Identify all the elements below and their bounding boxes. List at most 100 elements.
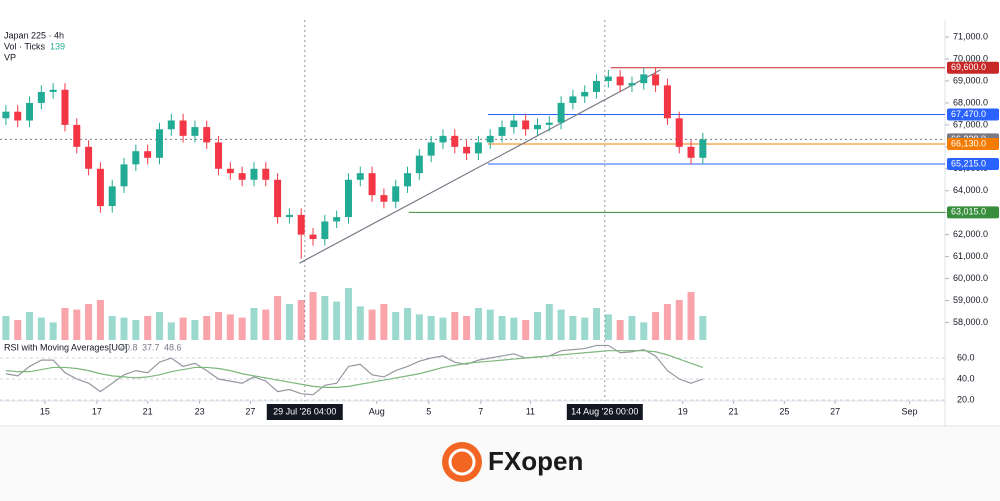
volume-bar — [533, 312, 541, 340]
volume-bar — [415, 314, 423, 340]
candle-body — [356, 173, 364, 180]
candle-body — [404, 173, 412, 187]
volume-bar — [132, 320, 140, 340]
rsi-ma-line — [5, 350, 704, 389]
volume-bar — [356, 306, 364, 340]
candle-body — [250, 168, 258, 180]
x-tick-label: 21 — [143, 406, 153, 416]
candle-body — [297, 214, 305, 235]
volume-bar — [652, 312, 660, 340]
candle-body — [486, 135, 494, 143]
candle-body — [73, 124, 81, 147]
volume-bar — [14, 320, 22, 340]
candle-body — [179, 120, 187, 136]
candle-body — [380, 195, 388, 202]
x-tick-label: Sep — [902, 406, 918, 416]
x-tick-highlight — [566, 404, 643, 420]
volume-bar — [392, 312, 400, 340]
rsi-reading: 37.7 — [142, 342, 160, 352]
volume-bar — [215, 312, 223, 340]
price-level-tag — [947, 137, 999, 150]
candle-body — [533, 124, 541, 130]
x-tick-highlight — [266, 404, 343, 420]
vp-label: VP — [4, 52, 16, 62]
rsi-tick-label: 60.0 — [957, 352, 975, 362]
candle-body — [238, 173, 246, 180]
volume-bar — [474, 308, 482, 340]
x-tick-label: 23 — [195, 406, 205, 416]
price-level-label: 69,600.0 — [951, 62, 986, 72]
volume-bar — [73, 309, 81, 340]
rsi-tick-label: 40.0 — [957, 373, 975, 383]
volume-bar — [451, 312, 459, 340]
volume-bar — [463, 316, 471, 340]
volume-bar — [191, 320, 199, 340]
volume-bar — [663, 304, 671, 340]
candle-body — [368, 173, 376, 196]
candle-body — [309, 234, 317, 240]
candle-body — [155, 129, 163, 158]
candle-body — [593, 80, 601, 92]
candle-body — [61, 89, 69, 125]
volume-bar — [309, 292, 317, 340]
price-level-tag — [947, 158, 999, 171]
x-tick-label: 25 — [779, 406, 789, 416]
title: Japan 225 · 4h — [4, 30, 64, 40]
y-tick-label: 58,000.0 — [953, 317, 988, 327]
x-tick-label: 27 — [830, 406, 840, 416]
candle-body — [557, 102, 565, 123]
logo-emblem-ring — [448, 448, 476, 476]
candle-body — [498, 127, 506, 136]
volume-bar — [2, 316, 10, 340]
y-tick-label: 59,000.0 — [953, 295, 988, 305]
candle-body — [545, 122, 553, 125]
price-level-label: 67,470.0 — [951, 109, 986, 119]
candle-body — [49, 89, 57, 92]
volume-bar — [569, 316, 577, 340]
candle-body — [85, 146, 93, 169]
volume-bar — [557, 309, 565, 340]
candle-body — [699, 139, 707, 158]
volume-bar — [49, 322, 57, 340]
price-level-tag — [947, 61, 999, 74]
candle-body — [167, 120, 175, 130]
candle-body — [510, 120, 518, 128]
volume-bar — [498, 316, 506, 340]
volume-bar — [144, 316, 152, 340]
volume-bar — [61, 308, 69, 340]
volume-bar — [96, 300, 104, 340]
volume-label: Vol · Ticks — [4, 41, 46, 51]
candle-body — [108, 186, 116, 207]
x-tick-label: 27 — [245, 406, 255, 416]
volume-bar — [285, 304, 293, 340]
candle-body — [226, 168, 234, 174]
candle-body — [344, 179, 352, 218]
volume-bar — [108, 316, 116, 340]
rsi-title: RSI with Moving Averages[UO] — [4, 342, 127, 352]
logo-emblem — [442, 442, 482, 482]
volume-bar — [344, 288, 352, 340]
candle-body — [439, 135, 447, 143]
candle-body — [132, 151, 140, 165]
candle-body — [663, 85, 671, 119]
x-tick-label: 29 Jul '26 04:00 — [273, 406, 336, 416]
y-tick-label: 64,000.0 — [953, 185, 988, 195]
candle-body — [321, 221, 329, 240]
price-level-label: 66,130.0 — [951, 138, 986, 148]
candle-body — [285, 214, 293, 218]
rsi-tick-label: 20.0 — [957, 394, 975, 404]
volume-bar — [593, 308, 601, 340]
volume-bar — [203, 316, 211, 340]
volume-bar — [522, 320, 530, 340]
candle-body — [581, 91, 589, 97]
volume-bar — [167, 322, 175, 340]
brand-logo: FXopen — [442, 442, 583, 482]
volume-bar — [274, 296, 282, 340]
y-tick-label: 60,000.0 — [953, 273, 988, 283]
candle-body — [274, 179, 282, 218]
candle-body — [463, 146, 471, 154]
x-tick-label: 17 — [92, 406, 102, 416]
volume-bar — [404, 308, 412, 340]
